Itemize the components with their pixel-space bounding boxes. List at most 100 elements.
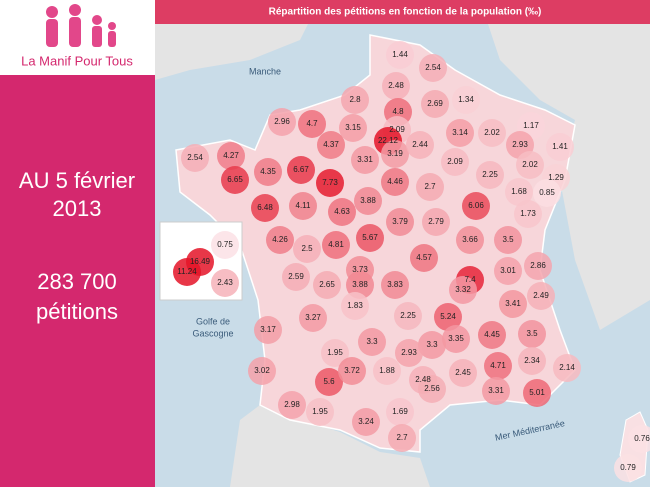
department-area bbox=[298, 110, 326, 138]
department-value: 1.88 bbox=[379, 366, 395, 375]
department-value: 0.75 bbox=[217, 240, 233, 249]
department-area bbox=[518, 347, 546, 375]
department-value: 1.68 bbox=[511, 187, 527, 196]
logo-figures bbox=[46, 4, 116, 47]
title-band bbox=[155, 0, 650, 24]
department-area bbox=[484, 352, 512, 380]
department-value: 4.71 bbox=[490, 361, 506, 370]
department-value: 2.34 bbox=[524, 356, 540, 365]
date: 2013 bbox=[53, 196, 102, 221]
department-value: 3.83 bbox=[387, 280, 403, 289]
department-value: 5.01 bbox=[529, 388, 545, 397]
department-area bbox=[456, 226, 484, 254]
department-value: 2.09 bbox=[447, 157, 463, 166]
department-value: 4.35 bbox=[260, 167, 276, 176]
department-area bbox=[494, 257, 522, 285]
department-value: 2.45 bbox=[455, 368, 471, 377]
department-area bbox=[211, 231, 239, 259]
department-area bbox=[382, 72, 410, 100]
sea-label: Gascogne bbox=[192, 328, 233, 338]
department-value: 2.5 bbox=[301, 244, 313, 253]
department-area bbox=[416, 173, 444, 201]
department-value: 3.02 bbox=[254, 366, 270, 375]
department-area bbox=[221, 166, 249, 194]
department-area bbox=[614, 454, 642, 482]
department-area bbox=[248, 357, 276, 385]
department-area bbox=[388, 424, 416, 452]
department-value: 3.79 bbox=[392, 217, 408, 226]
department-value: 11.24 bbox=[177, 267, 197, 276]
department-area bbox=[299, 304, 327, 332]
department-area bbox=[356, 224, 384, 252]
department-area bbox=[419, 54, 447, 82]
department-value: 2.54 bbox=[425, 63, 441, 72]
department-area bbox=[313, 271, 341, 299]
department-area bbox=[293, 235, 321, 263]
department-value: 2.09 bbox=[389, 125, 405, 134]
department-area bbox=[386, 41, 414, 69]
department-value: 4.7 bbox=[306, 119, 318, 128]
department-area bbox=[217, 142, 245, 170]
department-value: 6.65 bbox=[227, 175, 243, 184]
department-value: 2.96 bbox=[274, 117, 290, 126]
department-area bbox=[533, 179, 561, 207]
logo-text: La Manif Pour Tous bbox=[21, 53, 133, 68]
department-value: 3.17 bbox=[260, 325, 276, 334]
spain bbox=[230, 405, 430, 487]
department-value: 6.06 bbox=[468, 201, 484, 210]
department-area bbox=[478, 119, 506, 147]
department-area bbox=[328, 198, 356, 226]
department-value: 1.29 bbox=[548, 173, 564, 182]
department-value: 22.12 bbox=[378, 136, 399, 145]
department-value: 2.48 bbox=[388, 81, 404, 90]
department-value: 16.49 bbox=[190, 257, 211, 266]
map-title: Répartition des pétitions en fonction de… bbox=[269, 7, 542, 18]
department-value: 3.3 bbox=[426, 340, 438, 349]
department-area bbox=[395, 339, 423, 367]
department-value: 3.66 bbox=[462, 235, 478, 244]
department-area bbox=[341, 292, 369, 320]
department-area bbox=[386, 398, 414, 426]
department-area bbox=[524, 252, 552, 280]
department-area bbox=[478, 321, 506, 349]
department-area bbox=[306, 398, 334, 426]
department-area bbox=[418, 331, 446, 359]
departments: 1.44 2.54 2.48 2.8 4.8 2.69 1.34 2.96 4.7 3.15 2.0… bbox=[173, 41, 650, 482]
department-value: 2.49 bbox=[533, 291, 549, 300]
department-area bbox=[181, 144, 209, 172]
department-area bbox=[628, 425, 650, 453]
department-area bbox=[266, 226, 294, 254]
department-area bbox=[418, 375, 446, 403]
department-area bbox=[381, 271, 409, 299]
department-value: 4.26 bbox=[272, 235, 288, 244]
department-value: 4.11 bbox=[296, 201, 312, 210]
department-area bbox=[446, 119, 474, 147]
department-value: 3.35 bbox=[448, 334, 464, 343]
department-value: 2.7 bbox=[424, 182, 436, 191]
department-value: 3.31 bbox=[488, 386, 504, 395]
department-value: 7.73 bbox=[322, 178, 338, 187]
department-area bbox=[316, 169, 344, 197]
department-value: 3.01 bbox=[500, 266, 516, 275]
department-area bbox=[315, 368, 343, 396]
department-value: 3.27 bbox=[305, 313, 321, 322]
department-value: 2.25 bbox=[400, 311, 416, 320]
department-value: 1.95 bbox=[327, 348, 343, 357]
department-value: 2.98 bbox=[284, 400, 300, 409]
department-area bbox=[452, 86, 480, 114]
department-area bbox=[354, 187, 382, 215]
department-value: 7.4 bbox=[464, 275, 476, 284]
department-area bbox=[386, 208, 414, 236]
sea-label: Manche bbox=[249, 66, 281, 76]
department-area bbox=[289, 192, 317, 220]
department-value: 0.85 bbox=[539, 188, 555, 197]
department-value: 4.81 bbox=[328, 240, 344, 249]
sidebar bbox=[0, 0, 155, 487]
department-value: 3.3 bbox=[366, 337, 378, 346]
department-value: 0.76 bbox=[634, 434, 650, 443]
department-value: 1.44 bbox=[392, 50, 408, 59]
department-area bbox=[494, 226, 522, 254]
department-value: 4.63 bbox=[334, 207, 350, 216]
